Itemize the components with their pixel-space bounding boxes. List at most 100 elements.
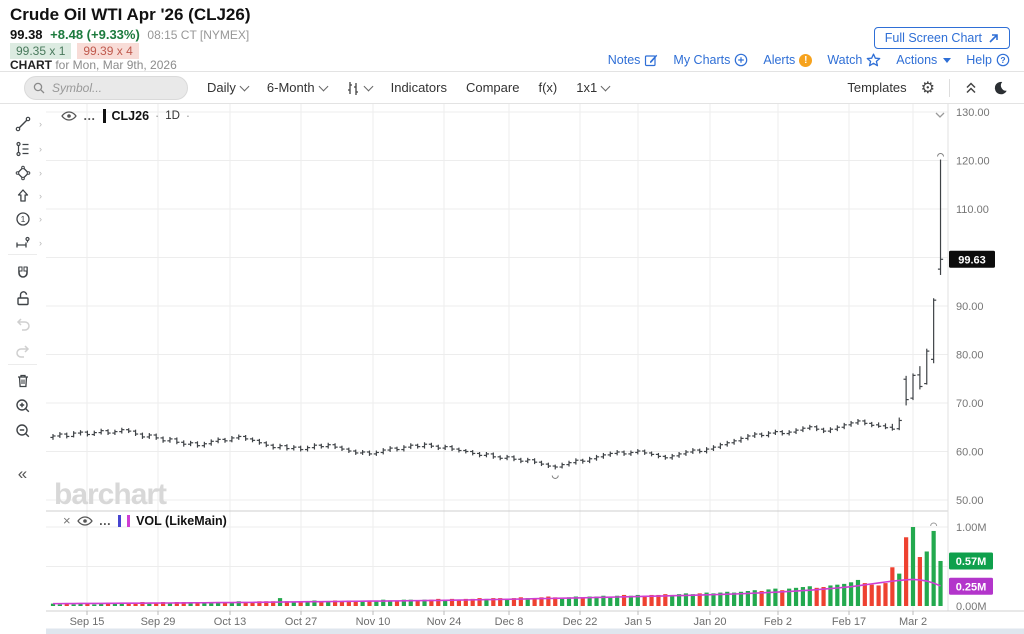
svg-text:?: ? xyxy=(1000,55,1005,65)
open-padlock-icon xyxy=(16,291,29,306)
symbol-search[interactable] xyxy=(24,75,188,100)
full-screen-chart-button[interactable]: Full Screen Chart xyxy=(873,27,1010,49)
volume-ma-badge-label: 0.25M xyxy=(956,581,987,593)
help-label: Help xyxy=(966,53,992,67)
notes-link[interactable]: Notes xyxy=(608,53,659,67)
undo-icon xyxy=(16,318,30,331)
my-charts-label: My Charts xyxy=(673,53,731,67)
period-dropdown[interactable]: Daily xyxy=(207,80,250,95)
indicators-label: Indicators xyxy=(390,80,447,95)
page-title: Crude Oil WTI Apr '26 (CLJ26) xyxy=(10,5,251,24)
compare-label: Compare xyxy=(465,80,520,95)
barchart-watermark: barchart xyxy=(54,478,167,511)
actions-menu[interactable]: Actions xyxy=(896,53,952,67)
fx-label: f(x) xyxy=(538,80,558,95)
volume-ma-badge xyxy=(949,577,993,595)
watch-label: Watch xyxy=(827,53,863,67)
collapse-up-icon[interactable] xyxy=(964,80,978,95)
legend-symbol: CLJ26 xyxy=(111,109,150,123)
series-color-swatch xyxy=(102,109,106,123)
redo-icon xyxy=(15,345,29,358)
my-charts-link[interactable]: My Charts xyxy=(673,53,748,67)
layout-grid-dropdown[interactable]: 1x1 xyxy=(576,80,611,95)
fibonacci-icon xyxy=(15,141,28,157)
notes-label: Notes xyxy=(607,53,641,67)
toolbar-right: Templates ⚙ xyxy=(847,78,1008,98)
range-dropdown[interactable]: 6-Month xyxy=(266,80,329,95)
delete-tool[interactable] xyxy=(0,370,45,392)
trendline-tool[interactable]: › xyxy=(0,113,45,135)
watch-link[interactable]: Watch xyxy=(827,53,881,67)
last-price-badge-label: 99.63 xyxy=(958,254,986,266)
dark-mode-moon-icon[interactable] xyxy=(992,80,1008,96)
quote-time: 08:15 CT [NYMEX] xyxy=(147,28,250,42)
series-menu-icon[interactable]: … xyxy=(98,513,113,528)
symbol-input[interactable] xyxy=(50,79,164,96)
expand-arrow-icon xyxy=(989,33,998,43)
eye-icon[interactable] xyxy=(76,515,93,527)
chart-type-dropdown[interactable] xyxy=(346,81,374,95)
measure-tool[interactable]: › xyxy=(0,232,45,254)
redo-button[interactable] xyxy=(0,340,45,362)
measure-icon xyxy=(15,236,30,248)
help-icon: ? xyxy=(996,53,1010,67)
chevron-down-icon xyxy=(239,81,250,91)
chevron-right-icon: › xyxy=(39,238,42,248)
annotation-tool[interactable]: 1 › xyxy=(0,208,45,230)
series-menu-icon[interactable]: … xyxy=(83,109,97,123)
collapse-sidebar-button[interactable]: « xyxy=(17,464,28,483)
chevron-down-icon xyxy=(363,81,374,91)
chevron-right-icon: › xyxy=(39,119,42,129)
alerts-link[interactable]: Alerts ! xyxy=(763,53,813,67)
date-axis-label: Jan 5 xyxy=(625,616,652,628)
price-axis-tick: 130.00 xyxy=(956,107,990,119)
unlock-tool[interactable] xyxy=(0,287,45,309)
divider xyxy=(949,78,950,97)
date-axis-label: Feb 17 xyxy=(832,616,866,628)
date-axis-label: Feb 2 xyxy=(764,616,792,628)
zoom-in-button[interactable] xyxy=(0,395,45,417)
range-label: 6-Month xyxy=(266,80,315,95)
ask-badge: 99.39 x 4 xyxy=(77,43,139,59)
close-icon[interactable]: × xyxy=(63,513,71,528)
magnet-tool[interactable] xyxy=(0,262,45,284)
chart-canvas[interactable]: barchart 130.00 120.00 110.00 90.00 80.00 70.0… xyxy=(46,104,1024,634)
ohlc-bars-icon xyxy=(347,81,358,95)
shapes-tool[interactable]: › xyxy=(0,162,45,184)
quote-header: Crude Oil WTI Apr '26 (CLJ26) 99.38 +8.4… xyxy=(0,0,1024,72)
magnet-icon xyxy=(17,266,28,278)
compare-button[interactable]: Compare xyxy=(466,80,519,95)
zoom-out-icon xyxy=(15,424,29,438)
price-axis-tick: 80.00 xyxy=(956,350,984,362)
bid-ask-row: 99.35 x 1 99.39 x 4 xyxy=(10,43,139,59)
date-axis-label: Nov 24 xyxy=(427,616,462,628)
templates-label: Templates xyxy=(847,80,907,95)
chart-word: CHART xyxy=(10,58,52,72)
legend-separator: · xyxy=(155,109,160,123)
volume-legend-label: VOL (LikeMain) xyxy=(136,513,227,528)
panel-chevron-down-icon[interactable] xyxy=(934,110,946,120)
bid-badge: 99.35 x 1 xyxy=(10,43,72,59)
quote-line: 99.38 +8.48 (+9.33%) 08:15 CT [NYMEX] xyxy=(10,27,249,42)
fx-button[interactable]: f(x) xyxy=(538,80,557,95)
help-link[interactable]: Help ? xyxy=(966,53,1010,67)
notes-pencil-icon xyxy=(645,54,658,67)
date-axis-label: Mar 2 xyxy=(899,616,927,628)
header-links: Notes My Charts Alerts ! Watch xyxy=(608,53,1010,67)
current-volume-badge xyxy=(949,552,993,570)
volume-swatch-magenta xyxy=(127,514,131,527)
volume-axis-tick: 1.00M xyxy=(956,522,987,534)
circle-plus-icon xyxy=(735,53,748,67)
chart-area: … CLJ26 · 1D · × … VOL (LikeMain) barcha… xyxy=(46,104,1024,634)
indicators-button[interactable]: Indicators xyxy=(391,80,447,95)
gear-icon[interactable]: ⚙ xyxy=(920,79,935,97)
legend-separator: · xyxy=(185,109,191,123)
undo-button[interactable] xyxy=(0,313,45,335)
zoom-out-button[interactable] xyxy=(0,420,45,442)
volume-axis-tick: 0.00M xyxy=(956,601,987,613)
eye-icon[interactable] xyxy=(61,110,77,122)
templates-button[interactable]: Templates xyxy=(847,80,906,95)
arrow-tool[interactable]: › xyxy=(0,185,45,207)
fibonacci-tool[interactable]: › xyxy=(0,138,45,160)
last-price-badge xyxy=(949,250,995,268)
